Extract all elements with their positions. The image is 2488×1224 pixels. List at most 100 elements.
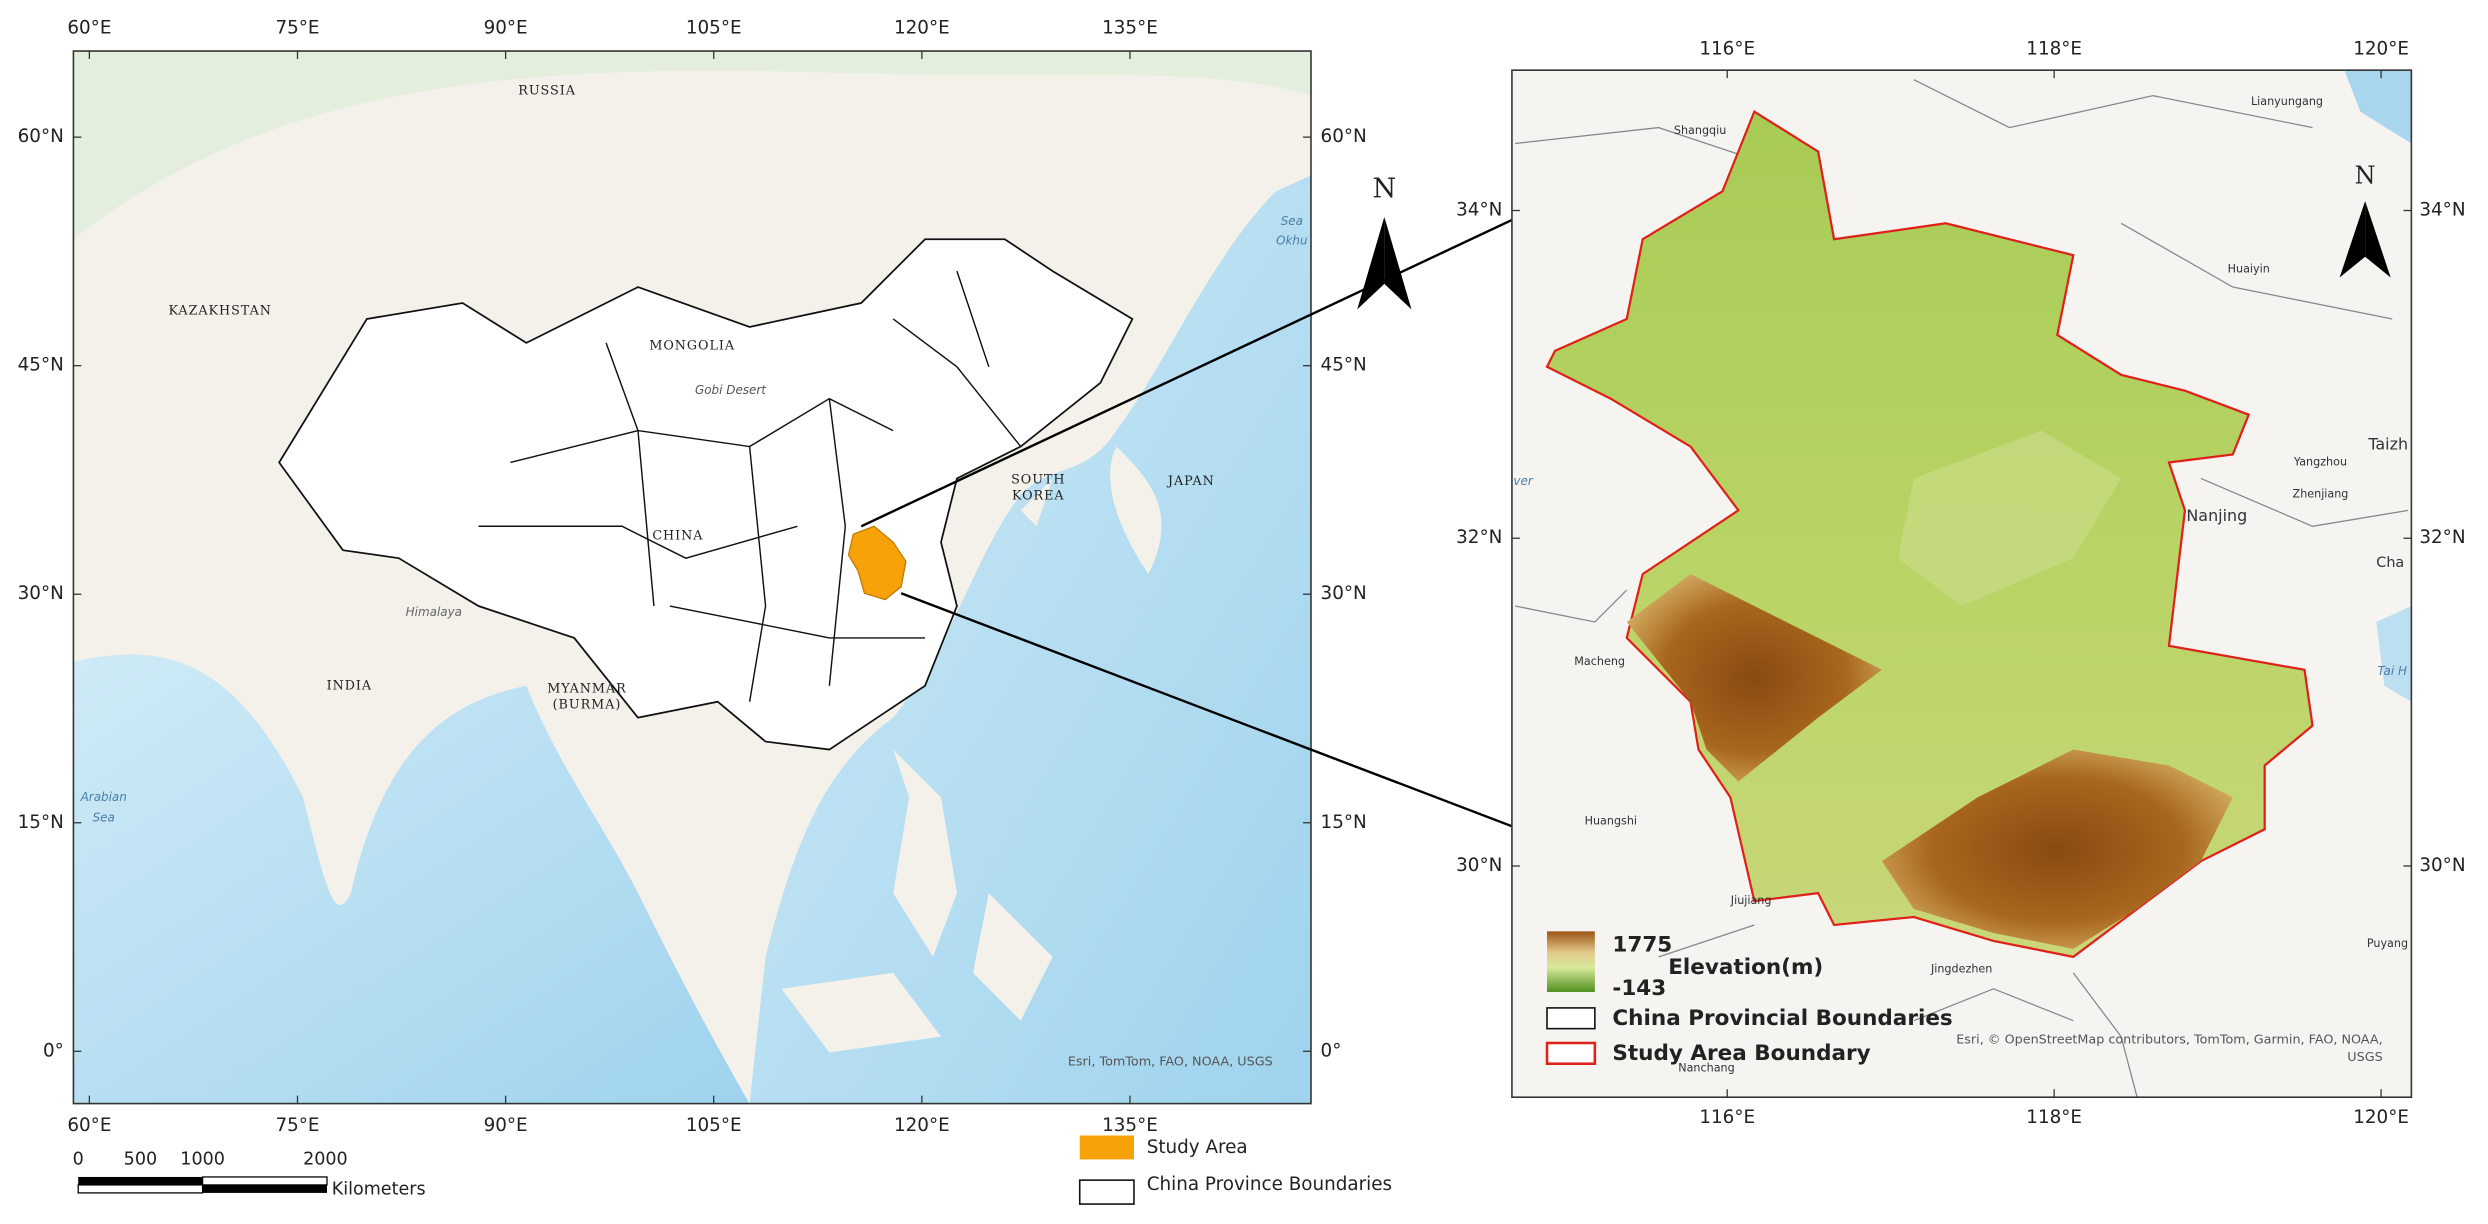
feature-label: Okhu (1276, 233, 1308, 247)
graticule-label: 118°E (2026, 38, 2082, 59)
city-label: Puyang (2367, 937, 2408, 950)
hills (1897, 430, 2122, 607)
north-arrow (2339, 200, 2366, 278)
north-label: N (2355, 162, 2376, 190)
graticule-label: 32°N (2419, 527, 2465, 548)
graticule-label: 135°E (1102, 18, 1158, 39)
graticule-label: 30°N (1321, 583, 1367, 604)
graticule-label: 60°N (18, 126, 64, 147)
graticule-label: 116°E (1699, 38, 1755, 59)
graticule-label: 118°E (2026, 1107, 2082, 1128)
north-arrow (1384, 216, 1412, 310)
graticule-label: 75°E (275, 1115, 319, 1136)
scale-segment (202, 1184, 327, 1193)
graticule-label: 15°N (18, 812, 64, 833)
china-boundary (278, 238, 1134, 751)
legend-label: China Province Boundaries (1147, 1174, 1392, 1195)
scale-segment (78, 1176, 203, 1185)
lake (2376, 606, 2412, 702)
graticule-labels: 60°E 75°E 90°E 105°E 120°E 135°E 60°E 75°E 90°E 1… (18, 18, 2466, 1136)
country-label: CHINA (652, 528, 703, 543)
graticule-label: 32°N (1456, 527, 1502, 548)
graticule-label: 34°N (1456, 200, 1502, 221)
sea (2344, 70, 2412, 144)
graticule-label: 0° (1321, 1040, 1342, 1061)
scale-bar: 0 500 1000 2000 Kilometers (73, 1149, 426, 1199)
city-label: Huaiyin (2228, 263, 2270, 276)
city-label: Yangzhou (2293, 455, 2347, 468)
north-arrow (2365, 200, 2391, 278)
graticule-label: 30°N (18, 583, 64, 604)
right-frame (1511, 69, 2413, 1099)
legend-swatch (1545, 1041, 1597, 1065)
indian-ocean (73, 654, 750, 1104)
feature-label: Sea (1281, 214, 1303, 228)
scale-label: 500 (124, 1149, 157, 1169)
graticule-label: 90°E (484, 18, 528, 39)
legend-label: Study Area (1147, 1137, 1248, 1158)
feature-label: Gobi Desert (695, 383, 767, 397)
country-label: KOREA (1012, 488, 1065, 503)
attribution: USGS (2347, 1050, 2382, 1065)
city-label: Cha (2376, 555, 2404, 571)
left-frame (72, 50, 1312, 1105)
graticule-label: 60°N (1321, 126, 1367, 147)
legend-label: Study Area Boundary (1612, 1041, 1870, 1066)
graticule-label: 120°E (894, 1115, 950, 1136)
highland (1626, 574, 1882, 782)
feature-label: Himalaya (406, 605, 462, 619)
graticule-label: 15°N (1321, 812, 1367, 833)
legend-swatch (1078, 1179, 1135, 1205)
pacific-ocean (749, 175, 1311, 1104)
country-label: MONGOLIA (649, 339, 735, 354)
study-area (847, 525, 907, 601)
province-boundaries (1514, 79, 2409, 1098)
country-label: MYANMAR (547, 681, 626, 696)
graticule-label: 30°N (1456, 855, 1502, 876)
city-label: Nanchang (1678, 1062, 1734, 1075)
country-label: (BURMA) (553, 697, 622, 712)
japan-korea (1020, 446, 1162, 575)
city-labels: Shangqiu Lianyungang Huaiyin Taizh Yangz… (1513, 95, 2408, 1074)
left-map (73, 51, 1311, 1104)
legend-label: China Provincial Boundaries (1612, 1006, 1952, 1031)
north-arrow (1357, 216, 1385, 310)
graticule-label: 45°N (1321, 355, 1367, 376)
graticule-label: 30°N (2419, 855, 2465, 876)
city-label: Jiujiang (1730, 894, 1772, 907)
city-label: Huangshi (1585, 814, 1637, 827)
attribution: Esri, TomTom, FAO, NOAA, USGS (1068, 1055, 1273, 1070)
graticule-label: 34°N (2419, 200, 2465, 221)
graticule-label: 120°E (2353, 1107, 2409, 1128)
scale-label: 1000 (180, 1149, 225, 1169)
scale-segment (201, 1176, 328, 1186)
graticule-label: 45°N (18, 355, 64, 376)
province-boundaries (478, 270, 1022, 702)
scale-segment (77, 1184, 204, 1194)
graticule-label: 0° (43, 1040, 64, 1061)
graticule-label: 120°E (2353, 38, 2409, 59)
right-map (1511, 70, 2412, 1098)
city-label: Shangqiu (1674, 124, 1726, 137)
islands (781, 749, 1053, 1053)
city-label: Taizh (2367, 434, 2408, 453)
feature-label: Arabian (80, 790, 127, 804)
legend-swatch (1546, 1007, 1596, 1030)
country-label: JAPAN (1166, 474, 1215, 489)
scale-label: 0 (73, 1149, 84, 1169)
attribution: Esri, © OpenStreetMap contributors, TomT… (1956, 1032, 2382, 1047)
elevation-ramp (1547, 931, 1595, 992)
graticule-label: 116°E (1699, 1107, 1755, 1128)
scale-label: 2000 (303, 1149, 348, 1169)
graticule-label: 90°E (484, 1115, 528, 1136)
highland (1881, 749, 2233, 949)
graticule-label: 120°E (894, 18, 950, 39)
graticule-label: 75°E (275, 18, 319, 39)
scale-unit: Kilometers (332, 1180, 426, 1200)
city-label: Zhenjiang (2293, 487, 2349, 500)
city-label: Lianyungang (2251, 95, 2323, 108)
feature-label: Sea (93, 811, 115, 825)
graticule-label: 135°E (1102, 1115, 1158, 1136)
country-label: RUSSIA (518, 83, 576, 98)
